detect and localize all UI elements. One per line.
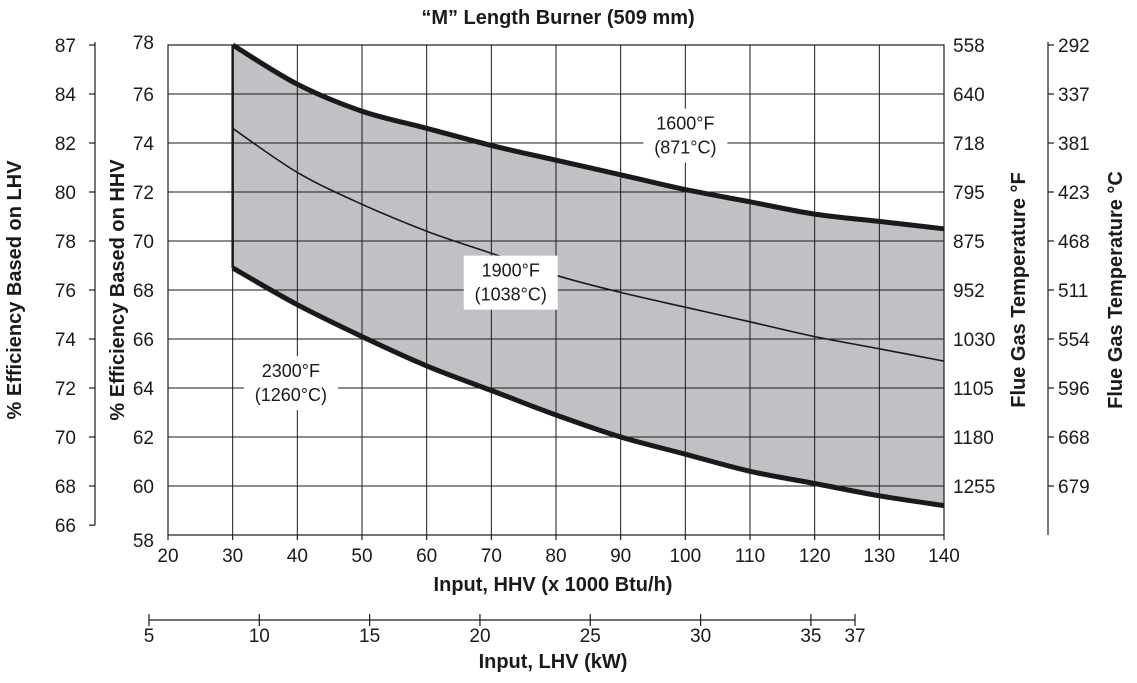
y-tick-label-lhv: 74: [55, 330, 77, 351]
x-tick-label: 30: [222, 546, 243, 567]
flue-c-tick-label: 554: [1058, 330, 1090, 351]
y-tick-label-hhv: 76: [133, 85, 154, 106]
y-axis-title-lhv: % Efficiency Based on LHV: [4, 160, 26, 420]
y-tick-label-hhv: 58: [133, 531, 154, 552]
x-tick-label: 100: [669, 546, 701, 567]
y-tick-label-hhv: 72: [133, 183, 154, 204]
y-axis-title-flue-f: Flue Gas Temperature °F: [1008, 172, 1030, 407]
flue-c-tick-label: 511: [1058, 281, 1088, 302]
flue-f-tick-label: 558: [953, 36, 985, 57]
flue-c-tick-label: 292: [1058, 36, 1090, 57]
y-tick-label-hhv: 68: [133, 281, 154, 302]
x-axis-title-lhv: Input, LHV (kW): [479, 651, 628, 673]
x-axis-title-hhv: Input, HHV (x 1000 Btu/h): [434, 574, 673, 596]
x-tick-label: 110: [735, 546, 765, 567]
y-tick-label-hhv: 70: [133, 232, 154, 253]
shaded-band: [232, 45, 944, 506]
kw-tick-label: 35: [800, 626, 821, 647]
curve-label: (1038°C): [475, 285, 547, 305]
flue-c-tick-label: 468: [1058, 232, 1090, 253]
y-tick-label-hhv: 78: [133, 33, 154, 54]
x-tick-label: 50: [351, 546, 372, 567]
flue-f-tick-label: 1180: [953, 428, 994, 449]
flue-c-tick-label: 337: [1058, 85, 1090, 106]
y-tick-label-lhv: 82: [55, 134, 76, 155]
kw-tick-label: 25: [580, 626, 601, 647]
x-tick-label: 90: [610, 546, 631, 567]
flue-c-tick-label: 381: [1058, 134, 1090, 155]
flue-f-tick-label: 1105: [953, 379, 994, 400]
flue-c-tick-label: 596: [1058, 379, 1090, 400]
y-tick-label-lhv: 68: [55, 477, 76, 498]
series-line: [231, 42, 945, 232]
x-tick-label: 20: [157, 546, 178, 567]
flue-f-tick-label: 1255: [953, 477, 995, 498]
x-tick-label: 120: [799, 546, 831, 567]
series-line: [232, 127, 945, 362]
kw-tick-label: 37: [844, 626, 865, 647]
x-tick-label: 80: [545, 546, 566, 567]
flue-f-tick-label: 952: [953, 281, 985, 302]
flue-f-tick-label: 1030: [953, 330, 995, 351]
flue-f-tick-label: 718: [953, 134, 985, 155]
y-tick-label-lhv: 87: [55, 36, 76, 57]
y-tick-label-lhv: 76: [55, 281, 76, 302]
curve-label-bg: [243, 356, 338, 411]
flue-f-tick-label: 875: [953, 232, 985, 253]
y-tick-label-hhv: 66: [133, 330, 154, 351]
kw-tick-label: 5: [144, 626, 155, 647]
kw-tick-label: 20: [469, 626, 490, 647]
chart-title: “M” Length Burner (509 mm): [421, 7, 694, 29]
flue-c-tick-label: 668: [1058, 428, 1090, 449]
flue-f-tick-label: 640: [953, 85, 985, 106]
curve-label-bg: [463, 255, 558, 310]
flue-f-tick-label: 795: [953, 183, 985, 204]
kw-tick-label: 30: [690, 626, 711, 647]
curve-label: (1260°C): [255, 385, 327, 405]
y-tick-label-hhv: 64: [133, 379, 155, 400]
curve-label: (871°C): [654, 138, 716, 158]
y-tick-label-hhv: 62: [133, 428, 154, 449]
x-tick-label: 70: [481, 546, 502, 567]
kw-tick-label: 15: [359, 626, 380, 647]
x-tick-label: 130: [863, 546, 895, 567]
y-tick-label-hhv: 60: [133, 477, 154, 498]
y-tick-label-hhv: 74: [133, 134, 155, 155]
y-axis-title-flue-c: Flue Gas Temperature °C: [1105, 171, 1127, 409]
curve-label: 1900°F: [482, 261, 540, 281]
y-tick-label-lhv: 80: [55, 183, 76, 204]
y-tick-label-lhv: 72: [55, 379, 76, 400]
curve-label-bg: [643, 108, 728, 163]
y-tick-label-lhv: 78: [55, 232, 76, 253]
x-tick-label: 40: [287, 546, 308, 567]
x-tick-label: 60: [416, 546, 437, 567]
kw-tick-label: 10: [249, 626, 270, 647]
flue-c-tick-label: 423: [1058, 183, 1090, 204]
y-tick-label-lhv: 84: [55, 85, 77, 106]
series-line: [231, 265, 945, 509]
curve-label: 2300°F: [262, 361, 320, 381]
y-axis-title-hhv: % Efficiency Based on HHV: [107, 159, 129, 421]
y-tick-label-lhv: 70: [55, 428, 76, 449]
curve-label: 1600°F: [656, 114, 714, 134]
x-tick-label: 140: [928, 546, 960, 567]
flue-c-tick-label: 679: [1058, 477, 1090, 498]
y-tick-label-lhv: 66: [55, 516, 76, 537]
